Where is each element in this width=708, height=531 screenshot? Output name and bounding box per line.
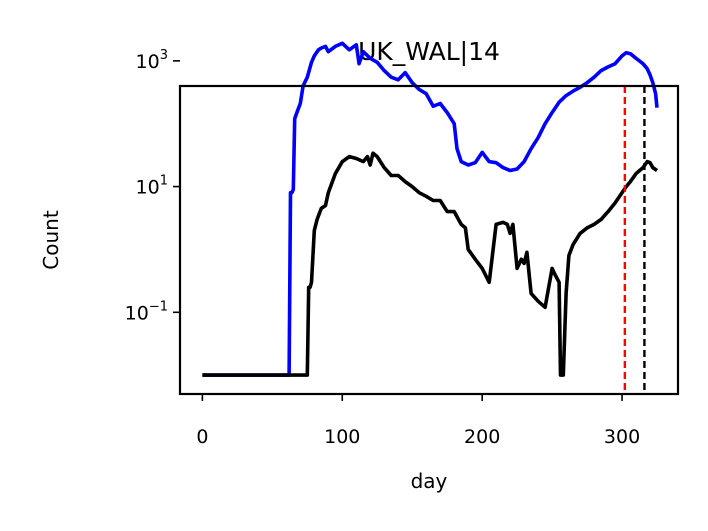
y-tick-label: 10−1 xyxy=(125,299,168,324)
x-tick-label: 100 xyxy=(324,426,360,448)
y-tick-label: 101 xyxy=(136,174,168,199)
x-axis-label: day xyxy=(411,469,448,493)
x-tick-label: 0 xyxy=(196,426,208,448)
series-line-2 xyxy=(202,151,659,377)
y-axis-label: Count xyxy=(39,210,63,270)
x-tick-label: 200 xyxy=(464,426,500,448)
y-tick-label: 103 xyxy=(136,48,168,73)
series-line-1 xyxy=(202,41,659,377)
chart-title: UK_WAL|14 xyxy=(358,37,500,66)
x-tick-label: 300 xyxy=(604,426,640,448)
plot-frame xyxy=(178,84,680,396)
